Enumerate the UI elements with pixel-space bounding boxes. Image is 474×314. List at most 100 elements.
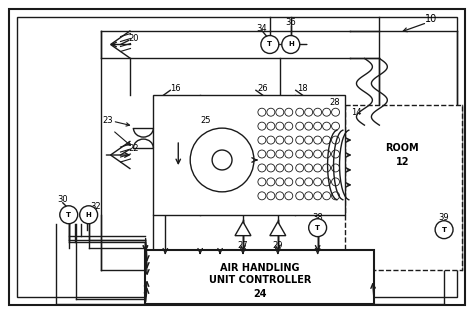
Circle shape [285, 164, 293, 172]
Circle shape [314, 108, 322, 116]
Text: 26: 26 [257, 84, 268, 93]
Circle shape [435, 221, 453, 239]
Circle shape [314, 150, 322, 158]
Text: 14: 14 [352, 108, 362, 117]
Text: 24: 24 [253, 290, 267, 299]
Text: 30: 30 [57, 195, 68, 204]
Circle shape [285, 178, 293, 186]
Circle shape [190, 128, 254, 192]
Circle shape [296, 122, 304, 130]
Circle shape [258, 164, 266, 172]
Circle shape [305, 108, 313, 116]
Circle shape [258, 150, 266, 158]
Text: AIR HANDLING: AIR HANDLING [220, 263, 300, 273]
Circle shape [314, 136, 322, 144]
Circle shape [267, 108, 275, 116]
Circle shape [276, 122, 284, 130]
Circle shape [267, 164, 275, 172]
Circle shape [323, 164, 330, 172]
Circle shape [305, 178, 313, 186]
Text: ROOM: ROOM [385, 143, 419, 153]
Text: 12: 12 [395, 157, 409, 167]
Circle shape [276, 108, 284, 116]
Circle shape [285, 150, 293, 158]
Text: 27: 27 [237, 241, 248, 250]
Circle shape [267, 150, 275, 158]
Circle shape [285, 136, 293, 144]
Circle shape [276, 164, 284, 172]
Circle shape [332, 150, 339, 158]
Circle shape [296, 164, 304, 172]
Circle shape [323, 108, 330, 116]
Circle shape [276, 192, 284, 200]
Text: 29: 29 [273, 241, 283, 250]
Circle shape [332, 108, 339, 116]
Circle shape [60, 206, 78, 224]
Text: T: T [442, 227, 447, 233]
Text: 34: 34 [256, 24, 267, 33]
Text: 10: 10 [425, 14, 437, 24]
Circle shape [267, 136, 275, 144]
Circle shape [258, 178, 266, 186]
Bar [17, 17, 457, 297]
Text: 36: 36 [285, 18, 296, 27]
Circle shape [80, 206, 98, 224]
Text: 39: 39 [439, 213, 449, 222]
Polygon shape [270, 222, 286, 236]
Circle shape [258, 192, 266, 200]
Circle shape [314, 178, 322, 186]
Circle shape [323, 150, 330, 158]
Bar [345, 105, 462, 269]
Circle shape [332, 136, 339, 144]
Circle shape [276, 178, 284, 186]
Circle shape [258, 136, 266, 144]
Circle shape [305, 150, 313, 158]
Circle shape [285, 192, 293, 200]
Circle shape [323, 192, 330, 200]
Circle shape [314, 192, 322, 200]
Circle shape [296, 192, 304, 200]
Bar [146, 250, 374, 304]
Text: 20: 20 [128, 34, 139, 43]
Circle shape [305, 164, 313, 172]
Circle shape [267, 178, 275, 186]
Text: 38: 38 [312, 213, 323, 222]
Circle shape [267, 122, 275, 130]
Polygon shape [235, 222, 251, 236]
Circle shape [332, 178, 339, 186]
Circle shape [296, 150, 304, 158]
Circle shape [305, 192, 313, 200]
Circle shape [309, 219, 327, 237]
Text: 28: 28 [329, 98, 340, 107]
Text: T: T [315, 225, 320, 231]
Circle shape [332, 122, 339, 130]
Text: 23: 23 [102, 116, 113, 125]
Text: 32: 32 [91, 202, 101, 211]
Circle shape [296, 178, 304, 186]
Circle shape [296, 136, 304, 144]
Circle shape [323, 136, 330, 144]
Text: H: H [86, 212, 91, 218]
Circle shape [323, 122, 330, 130]
Text: H: H [288, 41, 293, 47]
Text: 25: 25 [200, 116, 210, 125]
Circle shape [267, 192, 275, 200]
Text: 18: 18 [297, 84, 308, 93]
Text: 16: 16 [170, 84, 181, 93]
Circle shape [296, 108, 304, 116]
Circle shape [276, 136, 284, 144]
Bar [154, 95, 345, 215]
Text: T: T [267, 41, 273, 47]
Circle shape [285, 122, 293, 130]
Circle shape [285, 108, 293, 116]
Circle shape [258, 108, 266, 116]
Circle shape [212, 150, 232, 170]
Circle shape [314, 122, 322, 130]
Circle shape [305, 136, 313, 144]
Text: 22: 22 [128, 143, 139, 153]
Circle shape [261, 35, 279, 53]
Circle shape [332, 192, 339, 200]
Circle shape [276, 150, 284, 158]
Circle shape [332, 164, 339, 172]
Circle shape [258, 122, 266, 130]
